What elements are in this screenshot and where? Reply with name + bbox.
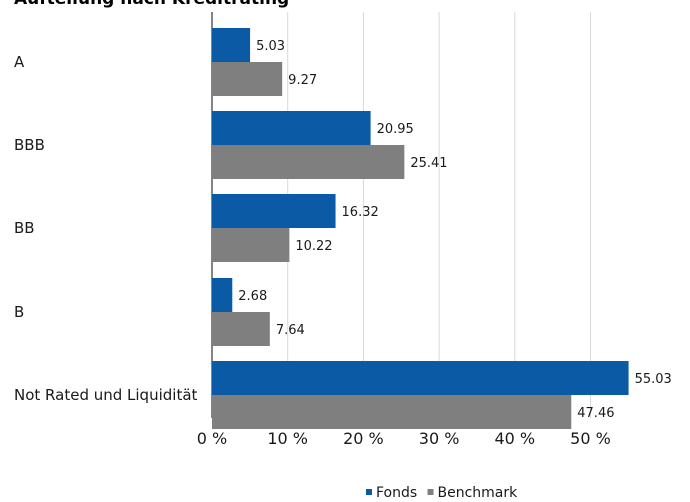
data-label: 9.27 <box>288 73 317 88</box>
bar-fonds <box>212 194 336 228</box>
category-label: A <box>14 53 25 71</box>
data-label: 7.64 <box>276 323 305 338</box>
x-tick-label: 10 % <box>267 429 308 448</box>
legend: Fonds Benchmark <box>366 485 518 501</box>
bars: 5.03 9.27 20.95 25.41 16.32 10.22 2.68 7.64 55.0… <box>212 28 672 429</box>
bar-benchmark <box>212 62 283 96</box>
data-label: 55.03 <box>635 372 672 387</box>
chart-title: Aufteilung nach Kreditrating <box>14 0 289 9</box>
x-tick-label: 40 % <box>494 429 535 448</box>
data-label: 10.22 <box>295 239 332 254</box>
data-label: 25.41 <box>410 156 447 171</box>
bar-benchmark <box>212 395 572 429</box>
x-tick-label: 20 % <box>343 429 384 448</box>
x-axis-ticks: 0 % 10 % 20 % 30 % 40 % 50 % <box>197 429 611 448</box>
data-label: 16.32 <box>342 205 379 220</box>
data-label: 5.03 <box>256 39 285 54</box>
category-label: BBB <box>14 136 45 154</box>
category-label: BB <box>14 219 35 237</box>
gridlines <box>211 12 591 418</box>
data-label: 2.68 <box>238 289 267 304</box>
bar-fonds <box>212 28 251 62</box>
bar-benchmark <box>212 145 405 179</box>
bar-fonds <box>212 361 629 395</box>
bar-fonds <box>212 111 371 145</box>
data-label: 20.95 <box>377 122 414 137</box>
legend-label: Fonds <box>376 485 417 501</box>
legend-label: Benchmark <box>438 485 519 501</box>
data-label: 47.46 <box>577 406 614 421</box>
legend-swatch-fonds <box>366 489 372 495</box>
category-label: Not Rated und Liquidität <box>14 386 198 404</box>
legend-swatch-benchmark <box>427 489 434 495</box>
bar-benchmark <box>212 312 270 346</box>
bar-fonds <box>212 278 233 312</box>
x-tick-label: 50 % <box>570 429 611 448</box>
x-tick-label: 30 % <box>419 429 460 448</box>
x-tick-label: 0 % <box>197 429 227 448</box>
bar-benchmark <box>212 228 290 262</box>
category-label: B <box>14 303 24 321</box>
